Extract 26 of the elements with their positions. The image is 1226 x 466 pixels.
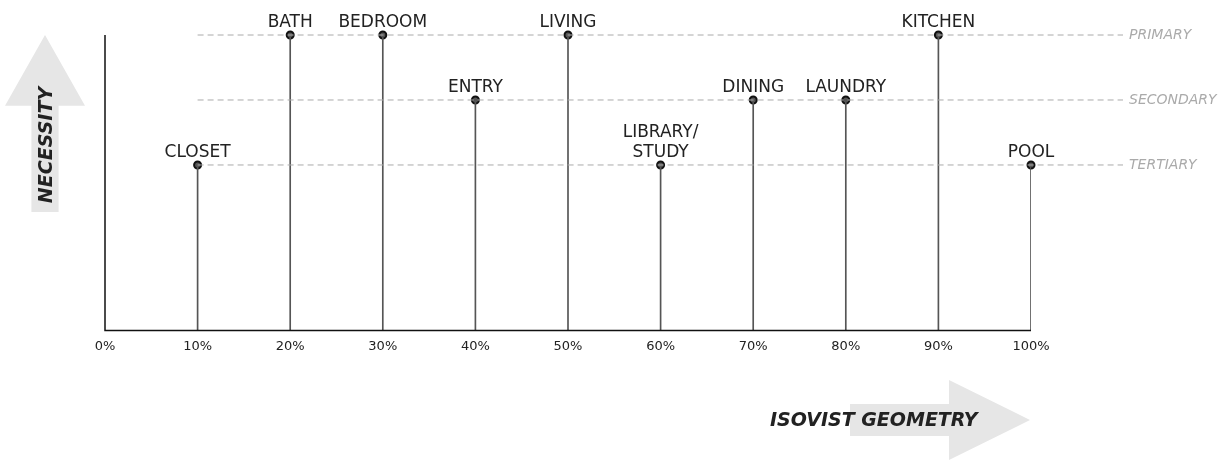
annotation: LIVING (539, 11, 597, 31)
annotation: ENTRY (447, 75, 504, 96)
x-tick-label: 0% (94, 337, 116, 353)
x-axis-title: ISOVIST GEOMETRY (770, 408, 978, 430)
x-tick-label: 20% (275, 337, 305, 353)
x-tick-label: 50% (553, 337, 583, 353)
annotation: BATH (267, 11, 313, 31)
x-tick-label: 40% (460, 337, 490, 353)
annotation: CLOSET (164, 140, 232, 161)
annotation: LIBRARY/ STUDY (622, 120, 699, 161)
annotation: KITCHEN (901, 11, 976, 31)
x-tick-label: 90% (923, 337, 953, 353)
y-axis-title: NECESSITY (34, 86, 56, 204)
annotation: LAUNDRY (805, 75, 887, 96)
annotation: DINING (722, 75, 785, 96)
x-tick-label: 10% (183, 337, 213, 353)
ref-line-label: TERTIARY (1129, 155, 1199, 172)
ref-line-label: PRIMARY (1129, 25, 1193, 42)
annotation: BEDROOM (338, 11, 428, 31)
x-tick-label: 80% (831, 337, 861, 353)
ref-line-label: SECONDARY (1129, 90, 1219, 107)
x-tick-label: 60% (646, 337, 676, 353)
x-tick-label: 70% (738, 337, 768, 353)
x-tick-label: 30% (368, 337, 398, 353)
annotation: POOL (1007, 140, 1055, 161)
x-tick-label: 100% (1012, 337, 1050, 353)
